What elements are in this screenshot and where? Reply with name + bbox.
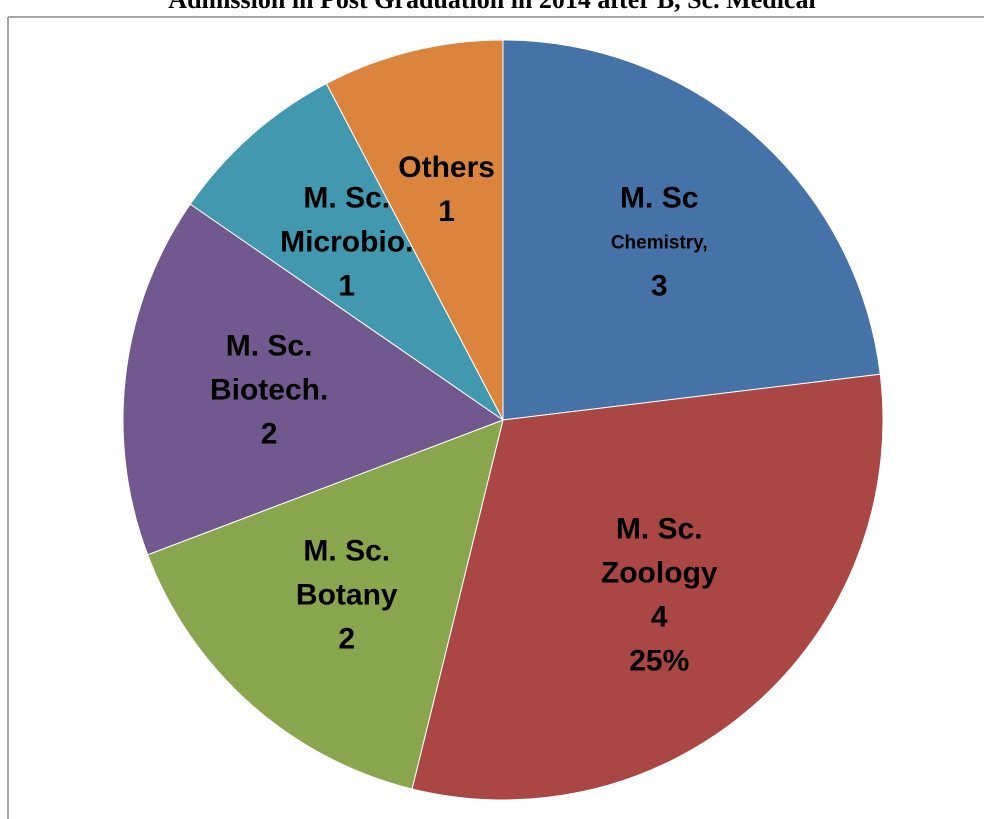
slice-label: 2 bbox=[338, 622, 355, 655]
slice-label: Biotech. bbox=[210, 374, 328, 407]
slice-label: 2 bbox=[261, 418, 278, 451]
pie-slice bbox=[189, 82, 504, 421]
slice-label: 25% bbox=[629, 644, 689, 677]
slice-label: M. Sc. bbox=[303, 182, 390, 215]
slice-label: 3 bbox=[651, 270, 668, 303]
slice-label: 1 bbox=[338, 270, 355, 303]
pie-slice bbox=[325, 39, 504, 421]
slice-label: 4 bbox=[651, 600, 668, 633]
slice-label: M. Sc bbox=[620, 182, 698, 215]
slice-label: Others bbox=[398, 151, 495, 184]
slice-label: Chemistry, bbox=[611, 233, 708, 254]
pie-slice bbox=[147, 419, 504, 790]
chart-title: Admission in Post Graduation in 2014 aft… bbox=[168, 0, 815, 14]
slice-label: Botany bbox=[296, 578, 398, 611]
slice-label: 1 bbox=[438, 195, 455, 228]
slice-label: Zoology bbox=[601, 556, 718, 589]
pie-slice bbox=[411, 373, 884, 801]
slice-label: Microbio. bbox=[280, 226, 413, 259]
pie-slice bbox=[502, 39, 881, 421]
slice-label: M. Sc. bbox=[303, 534, 390, 567]
slice-label: M. Sc. bbox=[616, 512, 703, 545]
pie-slice bbox=[122, 203, 505, 556]
slice-label: M. Sc. bbox=[226, 330, 313, 363]
